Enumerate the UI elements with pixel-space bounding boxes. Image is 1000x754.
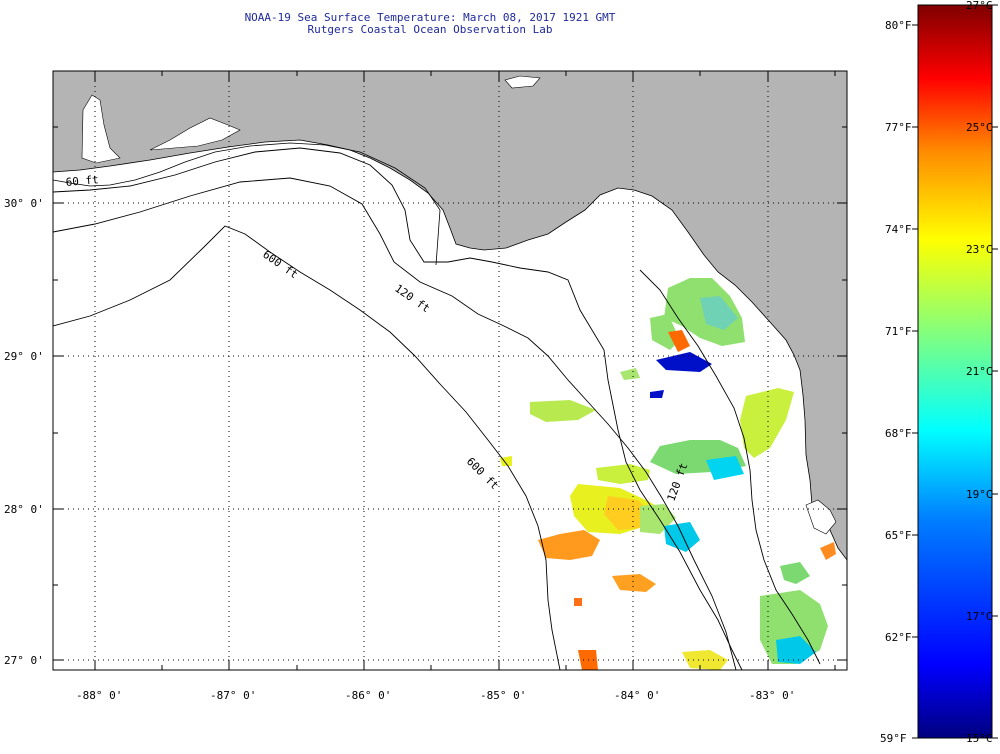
land-mass [53,71,847,561]
lon-label-83: -83° 0' [749,689,795,702]
lon-label-84: -84° 0' [614,689,660,702]
cb-c-23: 23°C [966,243,993,256]
lon-label-85: -85° 0' [480,689,526,702]
cb-f-74: 74°F [885,223,912,236]
map-title: NOAA-19 Sea Surface Temperature: March 0… [244,11,616,24]
contour-label-600ft-1: 600 ft [260,248,300,281]
cb-c-25: 25°C [966,121,993,134]
cb-c-27: 27°C [966,0,993,12]
lon-label-86: -86° 0' [345,689,391,702]
contour-label-120ft: 120 ft [392,282,432,315]
contour-600ft [53,225,561,670]
coastline-detail [53,142,441,266]
cb-f-77: 77°F [885,121,912,134]
lat-label-29: 29° 0' [4,350,44,363]
lat-label-30: 30° 0' [4,197,44,210]
cb-f-65: 65°F [885,529,912,542]
cb-f-71: 71°F [885,325,912,338]
cb-c-17: 17°C [966,610,993,623]
lon-label-88: -88° 0' [76,689,122,702]
tick-marks [53,71,847,670]
cb-c-21: 21°C [966,365,993,378]
colorbar [917,4,993,739]
cb-f-62: 62°F [885,631,912,644]
lat-label-28: 28° 0' [4,503,44,516]
contour-label-600ft-2: 600 ft [464,455,501,492]
cb-c-19: 19°C [966,488,993,501]
map-frame [52,70,848,671]
cb-c-15: 15°C [966,732,993,745]
sst-data [500,278,836,670]
contour-coast-east [639,269,821,665]
bay-detail-2 [149,117,241,151]
contour-label-60ft: 60 ft [65,173,99,189]
cb-f-80: 80°F [885,19,912,32]
map-subtitle: Rutgers Coastal Ocean Observation Lab [307,23,553,36]
cb-f-68: 68°F [885,427,912,440]
lon-label-87: -87° 0' [210,689,256,702]
cb-f-59: 59°F [880,732,907,745]
contour-120ft [53,177,737,670]
lake [504,75,541,89]
colorbar-ticks [912,4,998,739]
contour-60ft [53,147,743,670]
lat-label-27: 27° 0' [4,654,44,667]
